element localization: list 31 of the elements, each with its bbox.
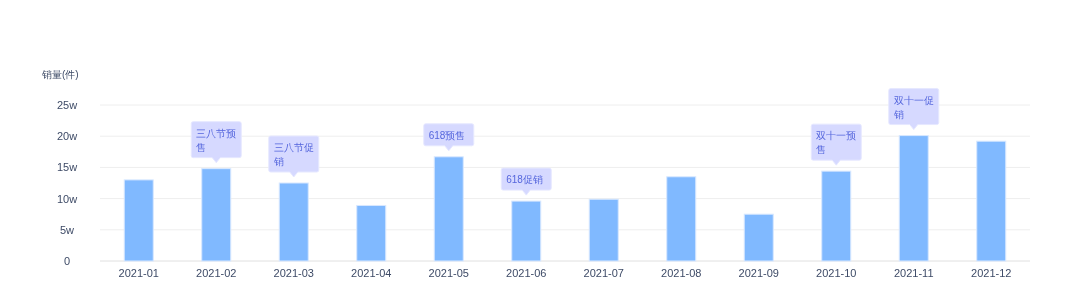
x-tick-label: 2021-10 [816, 267, 857, 279]
x-tick-label: 2021-01 [118, 267, 159, 279]
annotation: 双十一预售 [810, 123, 862, 166]
annotation: 三八节预售 [196, 127, 237, 153]
x-tick-label: 2021-02 [196, 267, 237, 279]
annotation: 三八节预售 [190, 121, 242, 164]
x-tick-label: 2021-06 [506, 267, 547, 279]
x-tick-label: 2021-11 [893, 267, 934, 279]
annotation: 618促销 [500, 167, 552, 196]
y-tick-label: 25w [56, 99, 78, 111]
y-tick-label: 20w [56, 130, 78, 143]
y-axis-title: 销量(件) [41, 69, 79, 80]
x-tick-label: 2021-08 [661, 267, 702, 279]
annotation: 双十一预售 [816, 130, 857, 156]
annotation: 双十一促销 [892, 94, 934, 120]
annotation: 618预售 [423, 123, 475, 152]
annotation: 618预售 [428, 129, 466, 141]
annotation: 双十一促销 [888, 88, 940, 131]
y-tick-label: 5w [59, 223, 75, 236]
annotation: 三八节促销 [272, 142, 314, 167]
x-tick-label: 2021-09 [738, 267, 779, 279]
x-tick-label: 2021-04 [351, 267, 392, 279]
annotation: 三八节促销 [268, 135, 320, 178]
x-tick-label: 2021-05 [428, 267, 469, 279]
y-tick-label: 10w [56, 192, 78, 205]
x-tick-label: 2021-12 [971, 267, 1012, 279]
x-tick-label: 2021-07 [583, 267, 624, 279]
annotation: 618促销 [506, 174, 543, 186]
x-tick-label: 2021-03 [273, 267, 314, 279]
y-tick-label: 15w [56, 161, 78, 174]
y-tick-label: 0 [63, 255, 71, 267]
